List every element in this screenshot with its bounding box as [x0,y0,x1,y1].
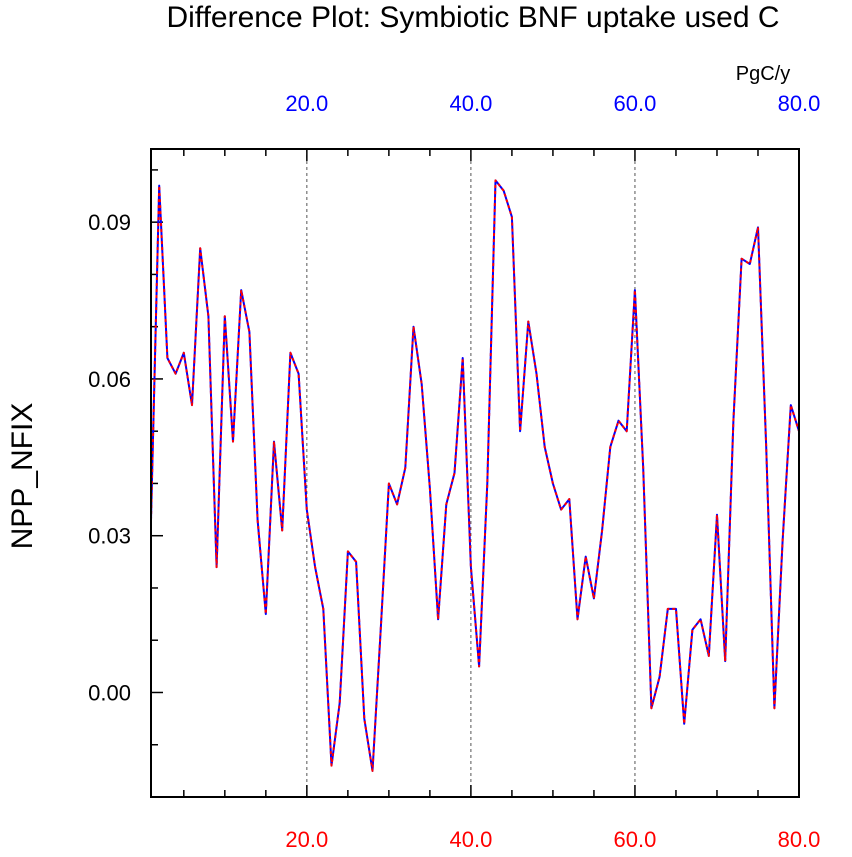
series-overlay-line-0 [150,179,800,772]
x-top-tick-label: 80.0 [778,91,821,116]
y-tick-label: 0.06 [88,367,131,392]
top-x-tick-labels: 20.0 40.0 60.0 80.0 [285,91,820,116]
plot-frame [150,148,800,798]
y-tick-label: 0.03 [88,524,131,549]
chart-title: Difference Plot: Symbiotic BNF uptake us… [166,1,779,34]
x-bottom-tick-label: 40.0 [449,827,492,852]
y-axis-label: NPP_NFIX [6,403,39,550]
vertical-gridlines [306,149,636,797]
x-bottom-tick-label: 20.0 [285,827,328,852]
x-top-tick-label: 40.0 [449,91,492,116]
axis-ticks [151,149,800,798]
y-tick-label: 0.09 [88,210,131,235]
y-tick-label: 0.00 [88,680,131,705]
series-line-0 [150,179,800,772]
x-bottom-tick-label: 60.0 [614,827,657,852]
units-label: PgC/y [736,63,790,85]
x-top-tick-label: 60.0 [614,91,657,116]
x-bottom-tick-label: 80.0 [778,827,821,852]
y-tick-labels: 0.00 0.03 0.06 0.09 [88,210,131,705]
data-series [150,179,800,772]
bottom-x-tick-labels: 20.0 40.0 60.0 80.0 [285,827,820,852]
x-top-tick-label: 20.0 [285,91,328,116]
